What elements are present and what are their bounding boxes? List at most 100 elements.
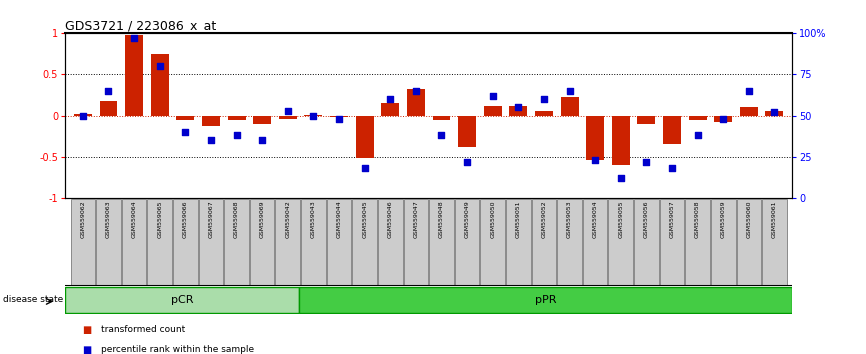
Bar <box>766 112 784 115</box>
Text: pPR: pPR <box>535 295 556 305</box>
Bar <box>688 115 707 120</box>
Bar <box>560 97 578 115</box>
Bar <box>74 114 92 115</box>
Text: GSM559047: GSM559047 <box>413 201 418 238</box>
FancyBboxPatch shape <box>506 199 531 285</box>
Text: GSM559058: GSM559058 <box>695 201 700 238</box>
Text: GSM559046: GSM559046 <box>388 201 393 238</box>
Point <box>255 137 269 143</box>
Point <box>152 63 166 69</box>
Bar <box>381 103 399 115</box>
FancyBboxPatch shape <box>378 199 403 285</box>
Point <box>512 104 526 110</box>
FancyBboxPatch shape <box>634 199 659 285</box>
Text: GSM559056: GSM559056 <box>644 201 649 238</box>
FancyBboxPatch shape <box>455 199 480 285</box>
Bar <box>432 115 450 120</box>
Point <box>307 113 320 118</box>
Bar <box>740 107 758 115</box>
Point <box>281 108 294 113</box>
FancyBboxPatch shape <box>299 287 792 313</box>
FancyBboxPatch shape <box>481 199 505 285</box>
Text: GSM559044: GSM559044 <box>337 201 341 238</box>
Point <box>639 159 653 165</box>
Text: GSM559042: GSM559042 <box>285 201 290 238</box>
Point <box>204 137 218 143</box>
Bar <box>586 115 604 160</box>
FancyBboxPatch shape <box>583 199 607 285</box>
Bar <box>356 115 373 158</box>
Text: GDS3721 / 223086_x_at: GDS3721 / 223086_x_at <box>65 19 216 32</box>
Text: percentile rank within the sample: percentile rank within the sample <box>101 346 255 354</box>
Text: GSM559063: GSM559063 <box>106 201 111 238</box>
Text: GSM559048: GSM559048 <box>439 201 444 238</box>
Text: GSM559068: GSM559068 <box>234 201 239 238</box>
Point <box>101 88 115 93</box>
Text: GSM559060: GSM559060 <box>746 201 752 238</box>
Point <box>384 96 397 102</box>
FancyBboxPatch shape <box>198 199 223 285</box>
Text: GSM559066: GSM559066 <box>183 201 188 238</box>
Bar <box>509 105 527 115</box>
Point <box>537 96 551 102</box>
Text: GSM559051: GSM559051 <box>516 201 520 238</box>
Bar <box>100 101 118 115</box>
Text: GSM559043: GSM559043 <box>311 201 316 238</box>
Point <box>332 116 346 122</box>
Point <box>665 165 679 171</box>
Point <box>614 175 628 181</box>
Point <box>486 93 500 98</box>
Text: GSM559055: GSM559055 <box>618 201 624 238</box>
Point <box>742 88 756 93</box>
Point <box>767 109 781 115</box>
FancyBboxPatch shape <box>352 199 377 285</box>
Text: GSM559061: GSM559061 <box>772 201 777 238</box>
Bar <box>637 115 656 124</box>
Point <box>229 132 243 138</box>
Point <box>76 113 90 118</box>
Text: GSM559065: GSM559065 <box>158 201 162 238</box>
FancyBboxPatch shape <box>326 199 352 285</box>
FancyBboxPatch shape <box>173 199 197 285</box>
Text: ■: ■ <box>82 325 92 335</box>
Bar <box>663 115 681 144</box>
Text: GSM559045: GSM559045 <box>362 201 367 238</box>
Text: GSM559049: GSM559049 <box>464 201 469 238</box>
Text: transformed count: transformed count <box>101 325 185 335</box>
FancyBboxPatch shape <box>711 199 735 285</box>
Text: GSM559054: GSM559054 <box>592 201 598 238</box>
Text: GSM559069: GSM559069 <box>260 201 265 238</box>
FancyBboxPatch shape <box>250 199 275 285</box>
FancyBboxPatch shape <box>122 199 146 285</box>
Bar <box>228 115 246 120</box>
Text: ■: ■ <box>82 345 92 354</box>
Point <box>716 116 730 122</box>
FancyBboxPatch shape <box>557 199 582 285</box>
FancyBboxPatch shape <box>609 199 633 285</box>
FancyBboxPatch shape <box>660 199 684 285</box>
Bar <box>126 35 143 115</box>
Text: GSM559053: GSM559053 <box>567 201 572 238</box>
Bar <box>407 89 425 115</box>
Point <box>178 129 192 135</box>
Bar <box>253 115 271 124</box>
FancyBboxPatch shape <box>430 199 454 285</box>
Point <box>563 88 577 93</box>
Bar <box>279 115 297 119</box>
FancyBboxPatch shape <box>71 199 95 285</box>
Bar <box>151 53 169 115</box>
FancyBboxPatch shape <box>762 199 786 285</box>
Bar <box>484 105 501 115</box>
Bar <box>202 115 220 126</box>
Text: pCR: pCR <box>171 295 193 305</box>
Bar <box>177 115 194 120</box>
FancyBboxPatch shape <box>275 199 301 285</box>
Text: GSM559067: GSM559067 <box>209 201 213 238</box>
Text: GSM559062: GSM559062 <box>81 201 86 238</box>
Bar <box>535 112 553 115</box>
FancyBboxPatch shape <box>532 199 556 285</box>
Text: GSM559064: GSM559064 <box>132 201 137 238</box>
FancyBboxPatch shape <box>96 199 120 285</box>
Text: GSM559050: GSM559050 <box>490 201 495 238</box>
Point <box>127 35 141 41</box>
